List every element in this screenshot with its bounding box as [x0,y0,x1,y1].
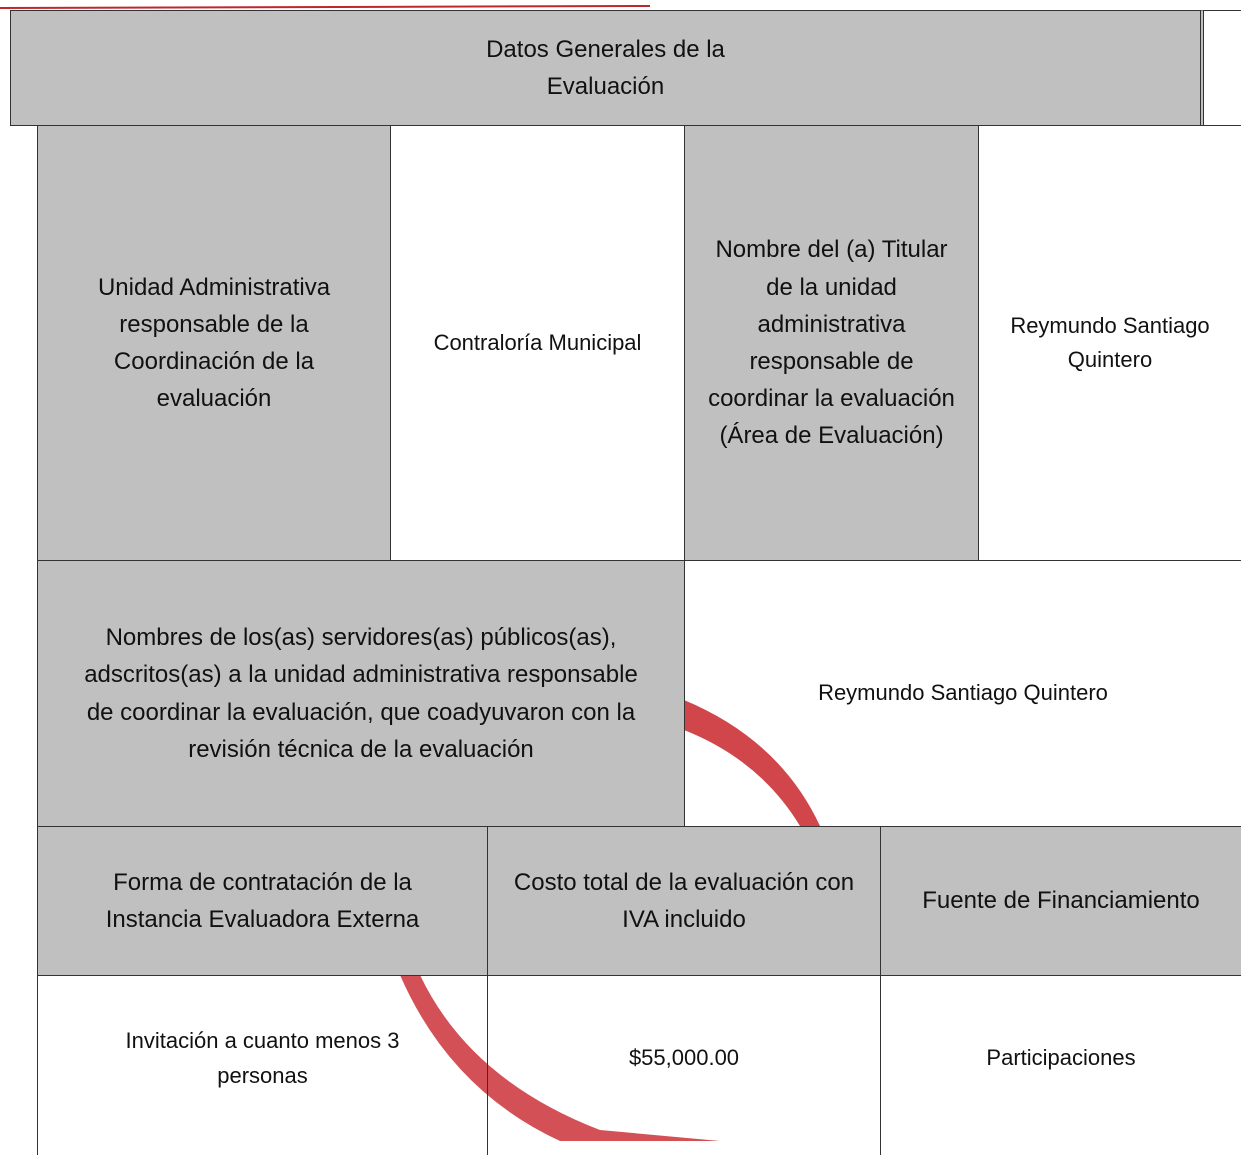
table-cell: Nombres de los(as) servidores(as) públic… [37,560,685,827]
table-cell: Costo total de la evaluación con IVA inc… [487,826,881,976]
table-cell: $55,000.00 [487,975,881,1155]
header-title: Datos Generales de la Evaluación [10,10,1204,126]
table-cell: Invitación a cuanto menos 3 personas [37,975,488,1155]
watermark-arc [400,975,720,1141]
table-cell: Unidad Administrativa responsable de la … [37,125,391,561]
table-cell: Contraloría Municipal [390,125,685,561]
table-cell: Nombre del (a) Titular de la unidad admi… [684,125,979,561]
table-cell: Participaciones [880,975,1241,1155]
table-cell: Reymundo Santiago Quintero [684,560,1241,827]
table-cell: Reymundo Santiago Quintero [978,125,1241,561]
watermark-arc [684,700,820,826]
table-cell: Fuente de Financiamiento [880,826,1241,976]
top-rule [0,5,651,9]
table-cell: Forma de contratación de la Instancia Ev… [37,826,488,976]
header-edge [1204,10,1241,126]
